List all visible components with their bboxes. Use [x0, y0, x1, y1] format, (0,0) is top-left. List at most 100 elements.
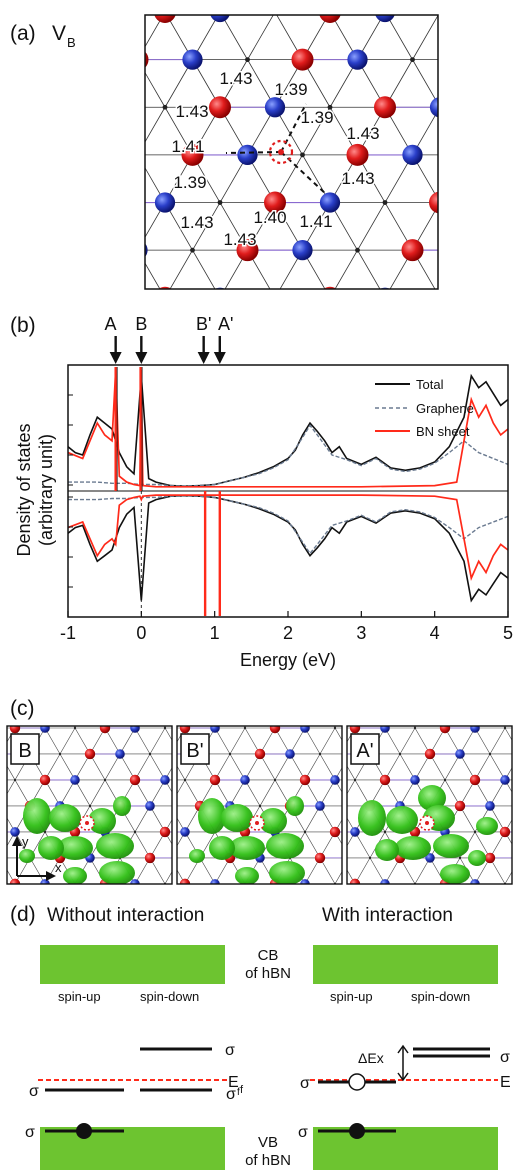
- boron-atom: [129, 774, 141, 786]
- orbital-isosurface: [235, 867, 259, 884]
- boron-atom: [323, 286, 337, 289]
- boron-atom: [454, 800, 466, 812]
- boron-atom: [314, 852, 326, 864]
- nitrogen-atom: [300, 726, 310, 733]
- carbon-atom: [289, 701, 291, 703]
- boron-atom: [209, 774, 221, 786]
- carbon-atom: [438, 10, 443, 15]
- nitrogen-atom: [210, 879, 220, 884]
- nitrogen-atom: [182, 49, 203, 70]
- nitrogen-atom: [345, 697, 355, 707]
- dos-series-graphene-down: [68, 494, 509, 555]
- xy-axes-indicator: [12, 836, 56, 881]
- boron-atom: [349, 726, 361, 734]
- boron-atom: [84, 748, 96, 760]
- orbital-isosurface: [269, 861, 305, 884]
- y-axis-label-line2: (arbitrary unit): [36, 434, 56, 546]
- boron-atom: [401, 239, 424, 262]
- boron-atom: [145, 697, 155, 707]
- orbital-isosurface: [113, 796, 131, 816]
- boron-atom: [179, 878, 191, 884]
- orbital-isosurface: [221, 804, 253, 832]
- carbon-atom: [410, 343, 415, 348]
- carbon-atom: [228, 752, 232, 756]
- sigma-label-4: σ: [300, 1075, 310, 1092]
- sigma-label-5: σ: [25, 1124, 35, 1141]
- nitrogen-atom: [214, 287, 226, 289]
- carbon-atom: [353, 778, 357, 782]
- boron-atom: [395, 697, 405, 707]
- nitrogen-atom: [425, 853, 435, 863]
- bond-length-label: 1.41: [171, 137, 204, 156]
- boron-atom: [144, 852, 156, 864]
- vb-label-2: of hBN: [245, 1152, 291, 1169]
- nitrogen-atom: [210, 726, 220, 733]
- nitrogen-atom: [205, 905, 215, 915]
- sigma-f-sub: f: [237, 1087, 240, 1098]
- subpanel-label: B': [186, 740, 203, 762]
- bond-length-label: 1.43: [175, 102, 208, 121]
- dos-series-total-down: [67, 494, 509, 603]
- panel-c-label: (c): [10, 697, 35, 720]
- carbon-atom: [217, 200, 223, 205]
- boron-atom: [484, 287, 506, 309]
- boron-atom: [315, 697, 325, 707]
- boron-atom: [179, 726, 191, 734]
- nitrogen-atom: [335, 697, 345, 707]
- panel-d-label: (d): [10, 903, 36, 926]
- dos-series-bn-sheet-down: [67, 494, 509, 581]
- carbon-atom: [273, 10, 278, 15]
- x-tick-label: 2: [283, 623, 293, 643]
- nitrogen-atom: [154, 192, 176, 213]
- orbital-isosurface: [23, 798, 51, 834]
- dos-plot: [67, 367, 509, 617]
- carbon-atom: [369, 701, 371, 703]
- orbital-isosurface: [395, 836, 431, 860]
- vacancy-marker: [268, 139, 294, 165]
- carbon-atom: [355, 247, 360, 253]
- fermi-label-left-sub: f: [240, 1084, 244, 1096]
- nitrogen-atom: [145, 801, 155, 811]
- boron-atom: [99, 726, 111, 734]
- orbital-isosurface: [49, 804, 81, 832]
- nitrogen-atom: [485, 801, 495, 811]
- bond-length-label: 1.39: [300, 108, 333, 127]
- boron-atom: [374, 96, 396, 119]
- wavefunction-subpanel: [0, 697, 215, 915]
- boron-atom: [469, 774, 481, 786]
- bond-length-label: 1.43: [223, 230, 256, 249]
- carbon-atom: [379, 701, 381, 703]
- nitrogen-atom: [85, 697, 95, 707]
- carbon-atom: [108, 10, 113, 15]
- vb-left-band: [40, 1127, 225, 1170]
- nitrogen-atom: [379, 287, 391, 289]
- orbital-isosurface: [418, 785, 446, 811]
- boron-atom: [0, 905, 5, 915]
- orbital-isosurface: [63, 867, 87, 884]
- nitrogen-atom: [10, 827, 20, 837]
- nitrogen-atom: [347, 49, 368, 70]
- axis-y-label: y: [22, 834, 29, 849]
- subpanel-label: A': [356, 740, 373, 762]
- nitrogen-atom: [455, 749, 465, 759]
- carbon-atom: [398, 752, 402, 756]
- nitrogen-atom: [457, 240, 477, 260]
- x-tick-label: 1: [210, 623, 220, 643]
- carbon-atom: [119, 701, 121, 703]
- boron-atom: [484, 852, 496, 864]
- boron-atom: [499, 826, 511, 838]
- carbon-atom: [133, 830, 137, 834]
- legend-graphene: Graphene: [416, 401, 474, 416]
- bond-length-label: 1.41: [299, 212, 332, 231]
- nitrogen-atom: [40, 726, 50, 733]
- carbon-atom: [163, 726, 167, 730]
- carbon-atom: [368, 856, 372, 860]
- orbital-isosurface: [286, 796, 304, 816]
- boron-atom: [429, 191, 438, 214]
- boron-atom: [485, 697, 495, 707]
- orbital-isosurface: [266, 833, 304, 859]
- boron-atom: [9, 726, 21, 734]
- spin-up-right: spin-up: [330, 989, 373, 1004]
- carbon-atom: [183, 778, 187, 782]
- dos-series-graphene-up: [68, 424, 509, 487]
